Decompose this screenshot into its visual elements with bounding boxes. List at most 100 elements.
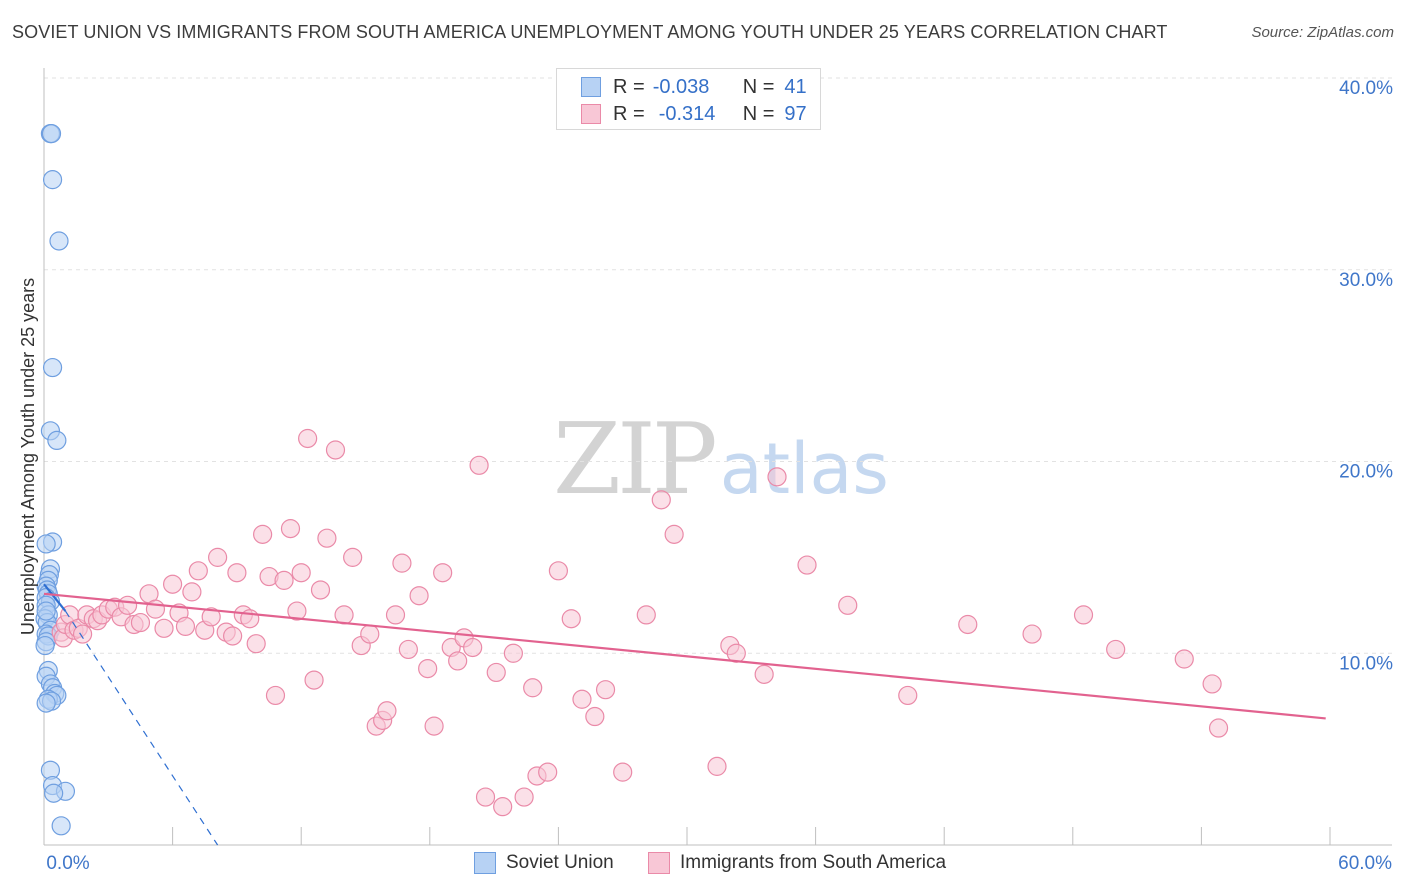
stats-row-soviet-union: R = -0.038 N = 41 xyxy=(557,74,807,100)
south-america-point xyxy=(486,662,506,683)
south-america-point xyxy=(223,626,243,646)
soviet-union-point xyxy=(36,601,56,621)
south-america-point xyxy=(1174,649,1194,669)
y-tick-label: 20.0% xyxy=(1339,462,1393,483)
label-layer: 10.0% 20.0% 30.0% 40.0% 0.0% 60.0% Unemploymen… xyxy=(18,78,1393,874)
soviet-union-n-value: 41 xyxy=(784,75,807,98)
south-america-legend-label: Immigrants from South America xyxy=(680,852,947,873)
south-america-legend-swatch xyxy=(648,852,670,874)
soviet-union-point xyxy=(42,357,63,378)
soviet-union-point xyxy=(49,231,69,251)
south-america-point xyxy=(201,607,221,627)
south-america-point xyxy=(514,787,534,807)
watermark-zip: ZIP xyxy=(553,403,718,517)
chart-title: SOVIET UNION VS IMMIGRANTS FROM SOUTH AM… xyxy=(12,22,1168,42)
south-america-point xyxy=(651,490,671,510)
south-america-point xyxy=(175,616,196,637)
x-tick-label: 0.0% xyxy=(46,853,89,874)
n-label: N = xyxy=(742,75,775,98)
south-america-point xyxy=(503,643,523,663)
south-america-point xyxy=(298,428,318,449)
south-america-point xyxy=(392,553,412,573)
south-america-point xyxy=(572,689,592,709)
soviet-union-point xyxy=(41,124,62,144)
south-america-point xyxy=(636,605,656,625)
south-america-point xyxy=(707,756,727,776)
south-america-point xyxy=(898,685,918,706)
grid-layer xyxy=(44,77,1392,654)
soviet-union-trend-extension xyxy=(64,610,219,846)
south-america-point xyxy=(595,680,616,700)
south-america-point xyxy=(1208,718,1229,738)
south-america-point xyxy=(188,561,208,581)
south-america-point xyxy=(469,455,489,475)
stats-legend: R = -0.038 N = 41 R = -0.314 N = 97 xyxy=(556,68,821,130)
south-america-point xyxy=(117,595,138,615)
south-america-point xyxy=(448,651,468,671)
south-america-point xyxy=(360,624,380,644)
south-america-point xyxy=(433,563,453,583)
watermark-atlas: atlas xyxy=(719,428,889,510)
south-america-point xyxy=(154,618,174,638)
south-america-point xyxy=(274,570,294,590)
south-america-n-value: 97 xyxy=(784,102,807,125)
soviet-union-trend-line xyxy=(43,583,67,612)
south-america-point xyxy=(130,612,151,633)
trend-layer xyxy=(43,583,1326,846)
south-america-point xyxy=(726,643,746,663)
south-america-point xyxy=(561,609,581,629)
soviet-union-legend-swatch xyxy=(474,852,496,874)
south-america-point xyxy=(463,637,483,658)
south-america-point xyxy=(385,605,406,625)
south-america-point xyxy=(317,528,337,548)
south-america-point xyxy=(767,467,787,487)
south-america-point xyxy=(493,797,513,817)
soviet-union-legend-label: Soviet Union xyxy=(506,852,614,873)
south-america-point xyxy=(1106,639,1126,660)
soviet-union-swatch xyxy=(581,77,601,97)
legend-item-south-america[interactable]: Immigrants from South America xyxy=(648,852,946,874)
south-america-point xyxy=(72,624,93,644)
south-america-point xyxy=(334,605,354,625)
soviet-union-point xyxy=(47,430,67,451)
south-america-point xyxy=(664,524,684,544)
south-america-point xyxy=(475,787,496,807)
n-label: N = xyxy=(742,102,775,125)
south-america-point xyxy=(280,519,301,539)
south-america-trend-line xyxy=(43,592,1326,720)
south-america-point xyxy=(424,716,444,736)
south-america-point xyxy=(265,685,286,706)
south-america-point xyxy=(227,563,247,583)
y-tick-label: 30.0% xyxy=(1339,270,1393,291)
south-america-point xyxy=(418,658,438,679)
r-label: R = xyxy=(613,102,645,125)
south-america-point xyxy=(797,555,817,575)
south-america-point xyxy=(523,678,543,698)
south-america-point xyxy=(253,524,273,544)
stats-row-south-america: R = -0.314 N = 97 xyxy=(557,101,807,127)
legend-item-soviet-union[interactable]: Soviet Union xyxy=(474,852,614,874)
south-america-point xyxy=(585,706,605,727)
south-america-point xyxy=(613,762,633,782)
south-america-r-value: -0.314 xyxy=(658,102,716,125)
soviet-union-point xyxy=(36,693,56,713)
soviet-union-point xyxy=(44,783,64,803)
south-america-swatch xyxy=(581,104,601,124)
watermark: ZIPatlas xyxy=(553,403,889,517)
series-legend: Soviet Union Immigrants from South Ameri… xyxy=(0,852,1406,878)
source-credit: Source: ZipAtlas.com xyxy=(1251,24,1394,41)
south-america-point xyxy=(182,582,202,602)
south-america-point xyxy=(754,664,774,684)
south-america-point xyxy=(304,670,324,690)
soviet-union-point xyxy=(35,635,55,656)
south-america-point xyxy=(343,547,363,567)
south-america-point xyxy=(398,639,418,660)
south-america-point xyxy=(1202,674,1222,694)
south-america-point xyxy=(377,701,397,721)
south-america-point xyxy=(409,586,429,606)
south-america-point xyxy=(325,440,346,460)
south-america-point xyxy=(958,614,978,635)
soviet-union-r-value: -0.038 xyxy=(652,75,710,98)
south-america-point xyxy=(287,601,307,621)
